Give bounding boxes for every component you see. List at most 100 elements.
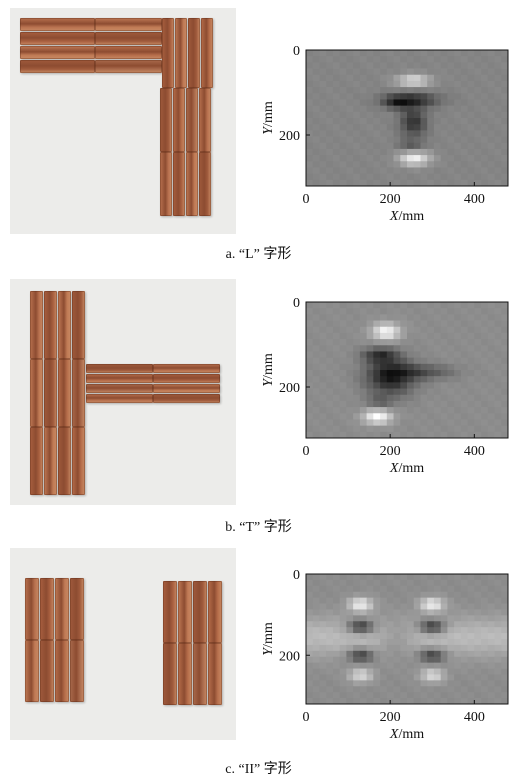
heatmap-cell <box>312 302 320 309</box>
heatmap-cell <box>501 68 509 76</box>
heatmap-cell <box>306 609 314 616</box>
heatmap-cell <box>440 650 448 658</box>
copper-bar <box>163 643 177 705</box>
heatmap-cell <box>312 111 320 119</box>
heatmap-cell <box>326 413 334 420</box>
heatmap-cell <box>420 105 428 113</box>
heatmap-cell <box>494 656 502 664</box>
copper-bar <box>160 88 172 152</box>
heatmap-cell <box>386 639 394 646</box>
heatmap-cell <box>494 668 502 675</box>
heatmap-cell <box>474 345 482 352</box>
heatmap-cell <box>420 597 428 604</box>
heatmap-cell <box>427 615 435 622</box>
heatmap-cell <box>447 627 455 634</box>
heatmap-cell <box>494 674 502 681</box>
heatmap-cell <box>427 314 435 321</box>
heatmap-cell <box>501 382 509 389</box>
heatmap-cell <box>332 591 341 599</box>
heatmap-cell <box>467 627 475 634</box>
heatmap-cell <box>380 674 388 681</box>
heatmap-cell <box>346 124 354 131</box>
heatmap-cell <box>319 161 327 168</box>
heatmap-cell <box>407 179 415 187</box>
heatmap-cell <box>467 662 475 669</box>
heatmap-cell <box>380 591 388 599</box>
heatmap-cell <box>474 173 482 181</box>
heatmap-cell <box>494 621 502 628</box>
heatmap-cell <box>366 80 374 88</box>
heatmap-cell <box>312 118 320 125</box>
heatmap-cell <box>481 68 489 76</box>
heatmap-cell <box>487 363 495 371</box>
heatmap-cell <box>353 62 361 69</box>
heatmap-cell <box>460 345 468 352</box>
heatmap-cell <box>359 591 367 599</box>
heatmap-cell <box>373 413 381 420</box>
heatmap-cell <box>359 698 367 705</box>
heatmap-cell <box>433 320 442 328</box>
copper-bar <box>40 578 54 640</box>
heatmap-cell <box>386 118 394 125</box>
heatmap-cell <box>373 80 381 88</box>
heatmap-cell <box>393 326 401 334</box>
heatmap-cell <box>366 419 374 427</box>
heatmap-cell <box>400 326 408 334</box>
heatmap-cell <box>386 363 394 371</box>
heatmap-cell <box>494 50 502 57</box>
heatmap-cell <box>467 56 475 63</box>
heatmap-cell <box>467 668 475 675</box>
heatmap-cell <box>467 686 475 693</box>
heatmap-cell <box>454 388 462 396</box>
heatmap-cell <box>447 56 455 63</box>
heatmap-cell <box>339 142 347 150</box>
heatmap-cell <box>487 627 495 634</box>
heatmap-cell <box>447 603 455 610</box>
heatmap-cell <box>326 167 334 175</box>
heatmap-cell <box>359 105 367 113</box>
heatmap-cell <box>501 388 509 396</box>
heatmap-cell <box>366 692 374 699</box>
heatmap-cell <box>346 326 354 334</box>
copper-bar <box>72 427 85 495</box>
heatmap-cell <box>481 370 489 377</box>
heatmap-cell <box>460 597 468 604</box>
heatmap-cell <box>433 363 442 371</box>
heatmap-cell <box>413 633 421 640</box>
heatmap-cell <box>312 425 320 433</box>
heatmap-cell <box>420 50 428 57</box>
heatmap-cell <box>494 692 502 699</box>
heatmap-cell <box>393 680 401 687</box>
heatmap-cell <box>326 400 334 408</box>
heatmap-cell <box>306 314 314 321</box>
heatmap-cell <box>312 105 320 113</box>
heatmap-cell <box>474 351 482 359</box>
heatmap-cell <box>420 124 428 131</box>
heatmap-cell <box>380 339 388 346</box>
heatmap-cell <box>393 332 401 340</box>
heatmap-cell <box>420 80 428 88</box>
heatmap-cell <box>447 394 455 402</box>
heatmap-cell <box>501 50 509 57</box>
heatmap-cell <box>494 579 502 587</box>
heatmap-cell <box>494 314 502 321</box>
heatmap-cell <box>332 425 341 433</box>
heatmap-cell <box>440 105 448 113</box>
heatmap-cell <box>380 105 388 113</box>
heatmap-cell <box>386 662 394 669</box>
heatmap-cell <box>366 332 374 340</box>
heatmap-cell <box>474 142 482 150</box>
heatmap-cell <box>487 62 495 69</box>
heatmap-cell <box>326 111 334 119</box>
heatmap-cell <box>319 627 327 634</box>
heatmap-cell <box>400 130 408 137</box>
heatmap-cell <box>332 585 341 593</box>
heatmap-cell <box>460 320 468 328</box>
heatmap-cell <box>326 93 334 100</box>
heatmap-cell <box>339 50 347 57</box>
heatmap-cell <box>413 87 421 94</box>
heatmap-cell <box>386 674 394 681</box>
heatmap-cell <box>346 668 354 675</box>
heatmap-cell <box>467 579 475 587</box>
copper-bar <box>44 427 57 495</box>
